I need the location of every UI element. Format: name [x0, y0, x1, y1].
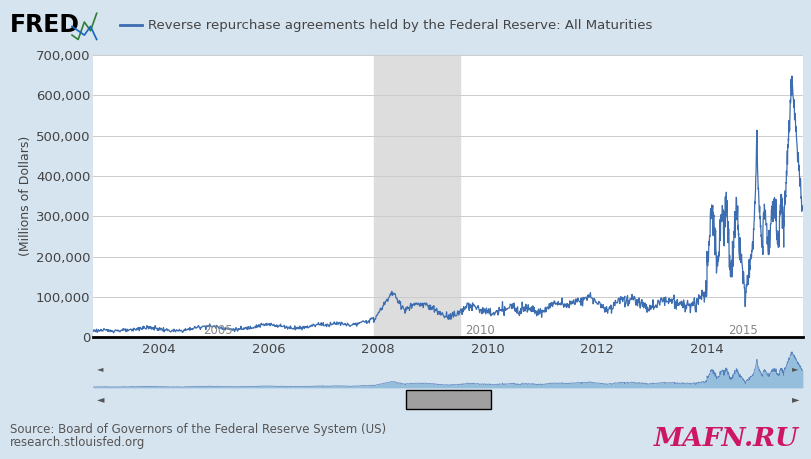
Text: research.stlouisfed.org: research.stlouisfed.org: [10, 436, 145, 449]
Text: ◄: ◄: [97, 394, 105, 404]
FancyBboxPatch shape: [406, 390, 491, 409]
Y-axis label: (Millions of Dollars): (Millions of Dollars): [19, 136, 32, 256]
Text: ►: ►: [792, 394, 800, 404]
Bar: [374, 55, 461, 337]
Text: FRED: FRED: [10, 13, 79, 37]
Text: Source: Board of Governors of the Federal Reserve System (US): Source: Board of Governors of the Federa…: [10, 423, 386, 436]
Text: 2010: 2010: [466, 324, 495, 337]
Text: ►: ►: [792, 364, 799, 373]
Text: MAFN.RU: MAFN.RU: [654, 426, 799, 451]
Text: ◄: ◄: [97, 364, 104, 373]
Text: 2015: 2015: [727, 324, 757, 337]
Text: 2005: 2005: [203, 324, 232, 337]
Text: Reverse repurchase agreements held by the Federal Reserve: All Maturities: Reverse repurchase agreements held by th…: [148, 19, 652, 32]
